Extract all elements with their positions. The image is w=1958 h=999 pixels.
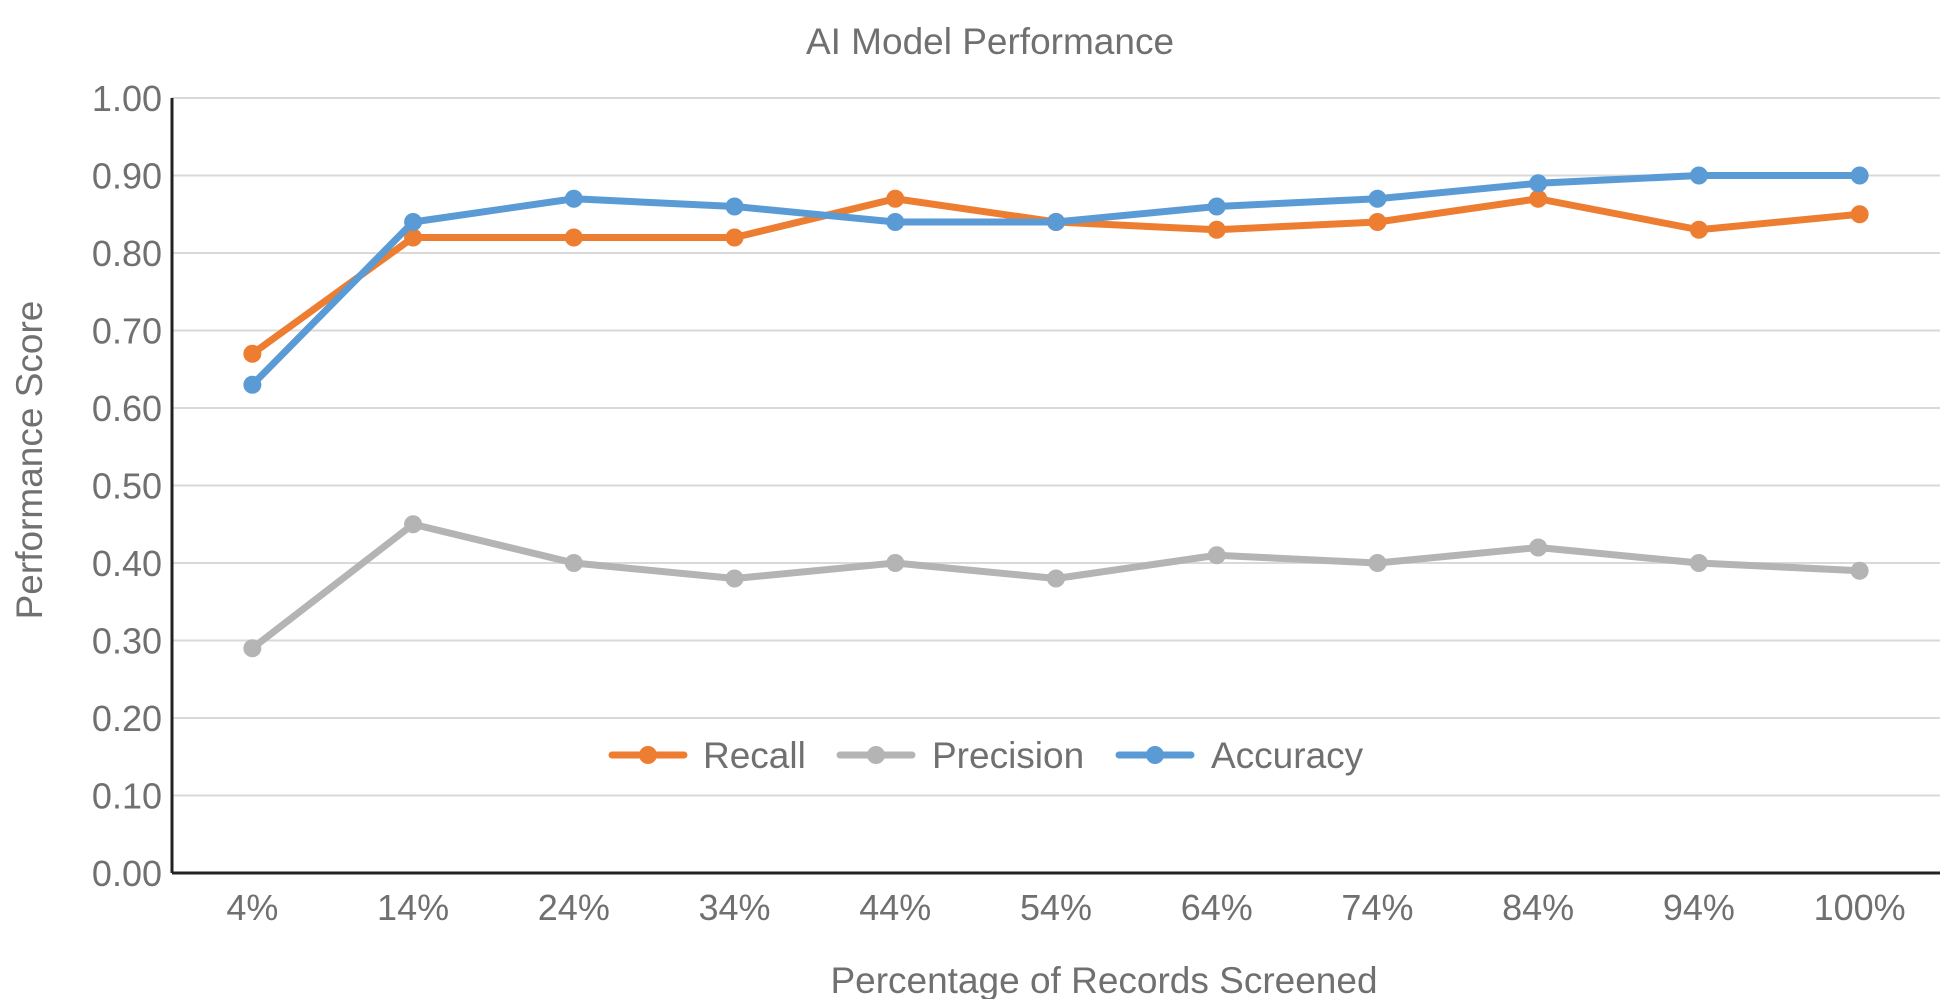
precision-point [725, 569, 744, 588]
x-tick-label: 84% [1502, 887, 1574, 928]
accuracy-point [1368, 189, 1387, 208]
legend: Recall Precision Accuracy [608, 735, 1364, 776]
x-tick-label: 14% [377, 887, 449, 928]
legend-swatch-marker [867, 746, 885, 764]
legend-label: Precision [932, 735, 1084, 776]
precision-point [564, 554, 583, 572]
precision-point [1689, 554, 1708, 572]
accuracy-point [243, 375, 262, 394]
x-tick-label: 94% [1663, 887, 1735, 928]
series-group [243, 166, 1869, 658]
x-tick-label: 4% [226, 887, 278, 928]
series-accuracy [243, 166, 1869, 394]
recall-point [1207, 220, 1226, 239]
y-tick-label: 0.70 [92, 311, 162, 352]
y-tick-label: 0.50 [92, 466, 162, 507]
accuracy-point [886, 213, 905, 231]
recall-point [1689, 220, 1708, 239]
chart-title: AI Model Performance [806, 21, 1174, 62]
x-tick-label: 24% [538, 887, 610, 928]
legend-label: Recall [703, 735, 806, 776]
y-tick-label: 0.20 [92, 698, 162, 739]
recall-point [564, 228, 583, 247]
recall-point [725, 228, 744, 247]
grid-lines [172, 97, 1940, 797]
precision-point [243, 639, 262, 658]
legend-label: Accuracy [1211, 735, 1364, 776]
x-tick-label: 64% [1181, 887, 1253, 928]
x-tick-label: 100% [1814, 887, 1906, 928]
x-tick-label: 44% [859, 887, 931, 928]
recall-point [243, 344, 262, 363]
accuracy-point [1689, 166, 1708, 185]
x-axis-label: Percentage of Records Screened [830, 960, 1377, 999]
x-tick-label: 74% [1341, 887, 1413, 928]
accuracy-point [404, 213, 423, 231]
accuracy-point [725, 197, 744, 216]
legend-swatch-marker [639, 746, 657, 764]
recall-point [1368, 213, 1387, 231]
recall-point [1850, 205, 1869, 224]
y-tick-label: 0.30 [92, 621, 162, 662]
y-tick-label: 0.40 [92, 543, 162, 584]
precision-point [1529, 538, 1548, 557]
accuracy-point [1529, 174, 1548, 193]
precision-point [1368, 554, 1387, 572]
accuracy-point [1850, 166, 1869, 185]
legend-item-precision: Precision [836, 735, 1084, 776]
y-tick-label: 0.80 [92, 233, 162, 274]
legend-item-accuracy: Accuracy [1115, 735, 1364, 776]
recall-point [1529, 189, 1548, 208]
y-tick-label: 0.10 [92, 776, 162, 817]
axes [170, 98, 1940, 875]
accuracy-point [564, 189, 583, 208]
y-tick-label: 0.00 [92, 853, 162, 894]
y-axis-label: Performance Score [9, 301, 50, 620]
x-tick-labels: 4% 14% 24% 34% 44% 54% 64% 74% 84% 94% 100% [226, 887, 1905, 928]
precision-point [1850, 561, 1869, 580]
precision-point [404, 515, 423, 534]
y-tick-labels: 0.00 0.10 0.20 0.30 0.40 0.50 0.60 0.70 0.80 0.90… [92, 78, 162, 894]
x-tick-label: 34% [699, 887, 771, 928]
legend-item-recall: Recall [608, 735, 806, 776]
precision-point [886, 554, 905, 572]
legend-swatch-marker [1146, 746, 1164, 764]
accuracy-point [1047, 213, 1065, 231]
y-tick-label: 1.00 [92, 78, 162, 119]
recall-point [886, 189, 905, 208]
x-tick-label: 54% [1020, 887, 1092, 928]
precision-point [1047, 569, 1065, 588]
accuracy-point [1207, 197, 1226, 216]
y-tick-label: 0.90 [92, 156, 162, 197]
y-tick-label: 0.60 [92, 388, 162, 429]
precision-point [1207, 546, 1226, 565]
recall-point [404, 228, 423, 247]
series-precision [243, 515, 1869, 658]
